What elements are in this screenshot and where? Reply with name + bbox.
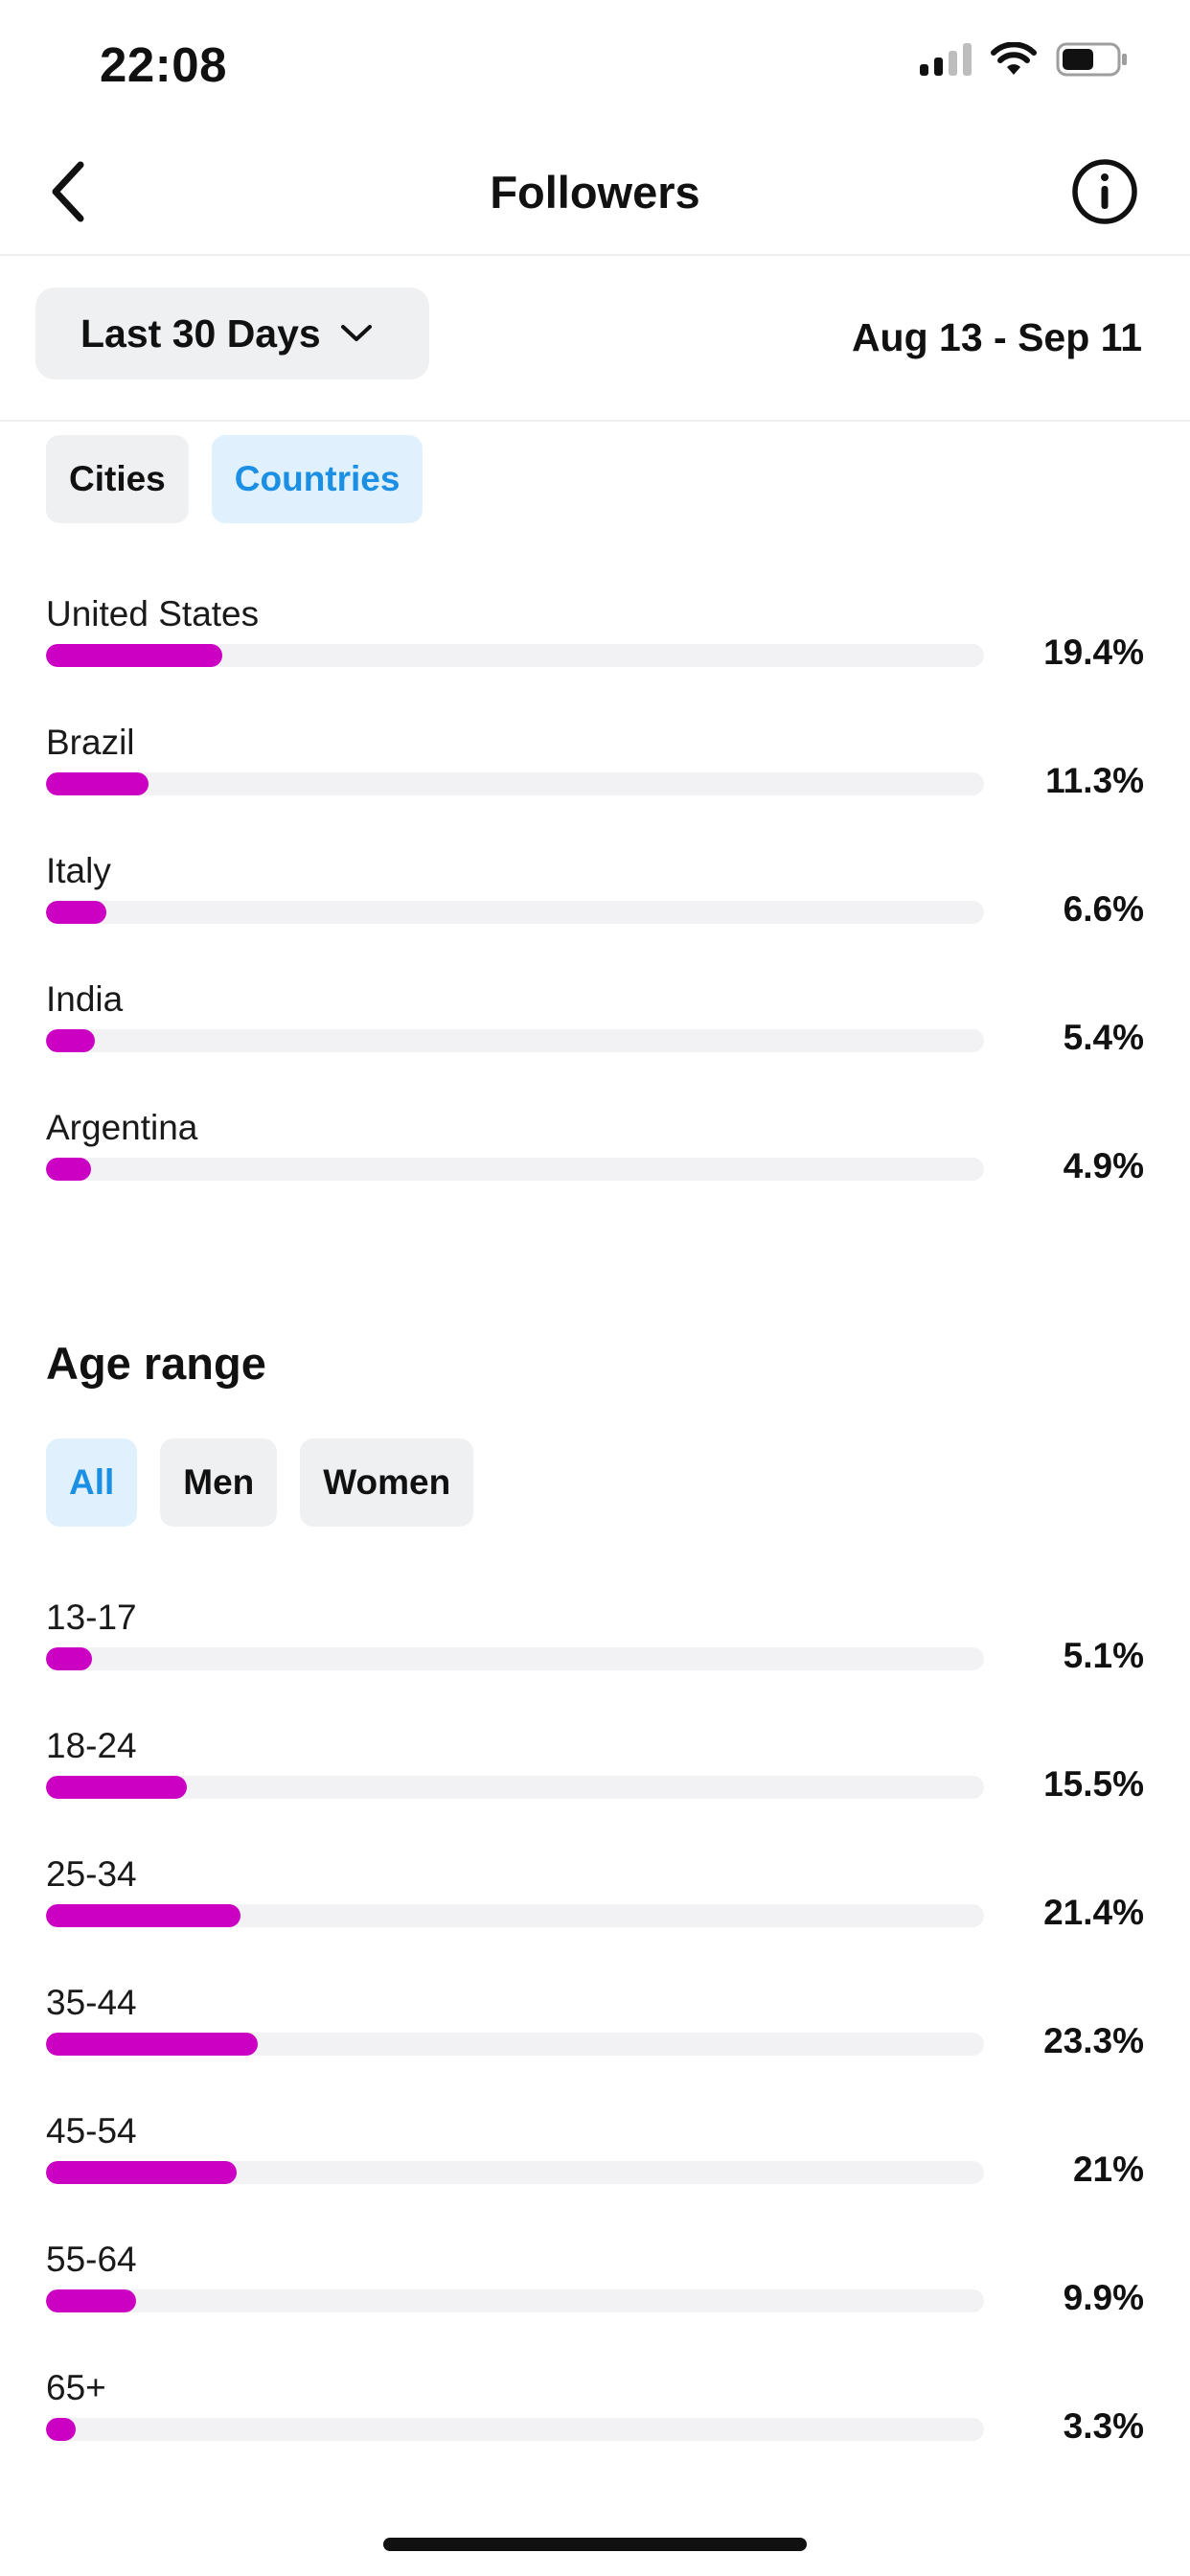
bar-value: 19.4%	[1043, 632, 1144, 672]
bar-label: Argentina	[46, 1108, 198, 1147]
date-range-text: Aug 13 - Sep 11	[851, 315, 1142, 359]
home-indicator	[383, 2538, 807, 2551]
date-range-dropdown[interactable]: Last 30 Days	[35, 288, 429, 380]
age-row-65-plus: 65+ 3.3%	[46, 2368, 1144, 2454]
bar-fill	[46, 2161, 238, 2184]
bar-label: 55-64	[46, 2240, 137, 2279]
status-icons	[920, 42, 1129, 77]
date-filter-row: Last 30 Days Aug 13 - Sep 11	[0, 256, 1190, 422]
bar-value: 3.3%	[1063, 2406, 1144, 2446]
info-button[interactable]	[1069, 156, 1140, 227]
age-row-45-54: 45-54 21%	[46, 2111, 1144, 2197]
chevron-down-icon	[340, 325, 372, 341]
bar-fill	[46, 1647, 93, 1670]
bar-fill	[46, 772, 149, 795]
bar-value: 23.3%	[1043, 2021, 1144, 2060]
bar-label: 35-44	[46, 1983, 137, 2022]
tab-cities[interactable]: Cities	[46, 435, 189, 523]
bar-value: 6.6%	[1063, 889, 1144, 929]
battery-icon	[1056, 42, 1127, 77]
bar-label: 45-54	[46, 2111, 137, 2150]
bar-fill	[46, 2418, 77, 2441]
tab-all[interactable]: All	[46, 1438, 138, 1527]
bar-fill	[46, 2033, 259, 2056]
bar-track	[46, 2033, 984, 2056]
chevron-left-icon	[52, 161, 84, 222]
info-circle-icon	[1072, 159, 1137, 224]
bar-track	[46, 2289, 984, 2312]
bar-track	[46, 2161, 984, 2184]
tab-men[interactable]: Men	[160, 1438, 278, 1527]
location-row-india: India 5.4%	[46, 979, 1144, 1066]
location-row-united-states: United States 19.4%	[46, 594, 1144, 680]
bar-label: 65+	[46, 2368, 106, 2407]
page-title: Followers	[490, 167, 700, 218]
tab-women[interactable]: Women	[300, 1438, 474, 1527]
bar-fill	[46, 644, 223, 667]
bar-value: 5.1%	[1063, 1636, 1144, 1675]
age-row-55-64: 55-64 9.9%	[46, 2240, 1144, 2326]
bar-track	[46, 772, 984, 795]
bar-track	[46, 901, 984, 924]
bar-fill	[46, 1776, 188, 1799]
bar-track	[46, 1904, 984, 1927]
bar-label: United States	[46, 594, 260, 633]
bar-value: 9.9%	[1063, 2278, 1144, 2317]
bar-track	[46, 1647, 984, 1670]
age-row-13-17: 13-17 5.1%	[46, 1598, 1144, 1684]
bar-track	[46, 2418, 984, 2441]
gender-tabs: All Men Women	[46, 1438, 474, 1527]
bar-value: 15.5%	[1043, 1764, 1144, 1804]
bar-fill	[46, 1904, 241, 1927]
bar-label: Brazil	[46, 723, 135, 762]
location-row-brazil: Brazil 11.3%	[46, 723, 1144, 809]
bar-label: Italy	[46, 851, 111, 890]
cellular-signal-icon	[920, 43, 972, 76]
bar-fill	[46, 2289, 136, 2312]
bar-value: 11.3%	[1045, 761, 1144, 800]
bar-fill	[46, 1158, 91, 1181]
status-bar: 22:08	[0, 0, 1190, 129]
bar-track	[46, 1776, 984, 1799]
age-row-18-24: 18-24 15.5%	[46, 1726, 1144, 1812]
back-button[interactable]	[29, 153, 105, 230]
bar-label: 13-17	[46, 1598, 137, 1637]
wifi-icon	[991, 42, 1037, 75]
bar-value: 4.9%	[1063, 1146, 1144, 1185]
bar-label: 25-34	[46, 1854, 137, 1894]
bar-fill	[46, 1029, 96, 1052]
status-time: 22:08	[100, 37, 227, 92]
age-row-25-34: 25-34 21.4%	[46, 1854, 1144, 1941]
tab-countries[interactable]: Countries	[211, 435, 423, 523]
bar-value: 5.4%	[1063, 1018, 1144, 1057]
bar-label: 18-24	[46, 1726, 137, 1765]
bar-track	[46, 1029, 984, 1052]
bar-track	[46, 1158, 984, 1181]
header: Followers	[0, 129, 1190, 256]
bar-value: 21.4%	[1043, 1893, 1144, 1932]
bar-fill	[46, 901, 106, 924]
bar-value: 21%	[1072, 2150, 1144, 2189]
bar-track	[46, 644, 984, 667]
age-row-35-44: 35-44 23.3%	[46, 1983, 1144, 2069]
location-tabs: Cities Countries	[46, 435, 423, 523]
date-range-label: Last 30 Days	[80, 310, 321, 356]
bar-label: India	[46, 979, 124, 1019]
age-range-title: Age range	[46, 1338, 266, 1389]
location-row-italy: Italy 6.6%	[46, 851, 1144, 937]
location-row-argentina: Argentina 4.9%	[46, 1108, 1144, 1194]
